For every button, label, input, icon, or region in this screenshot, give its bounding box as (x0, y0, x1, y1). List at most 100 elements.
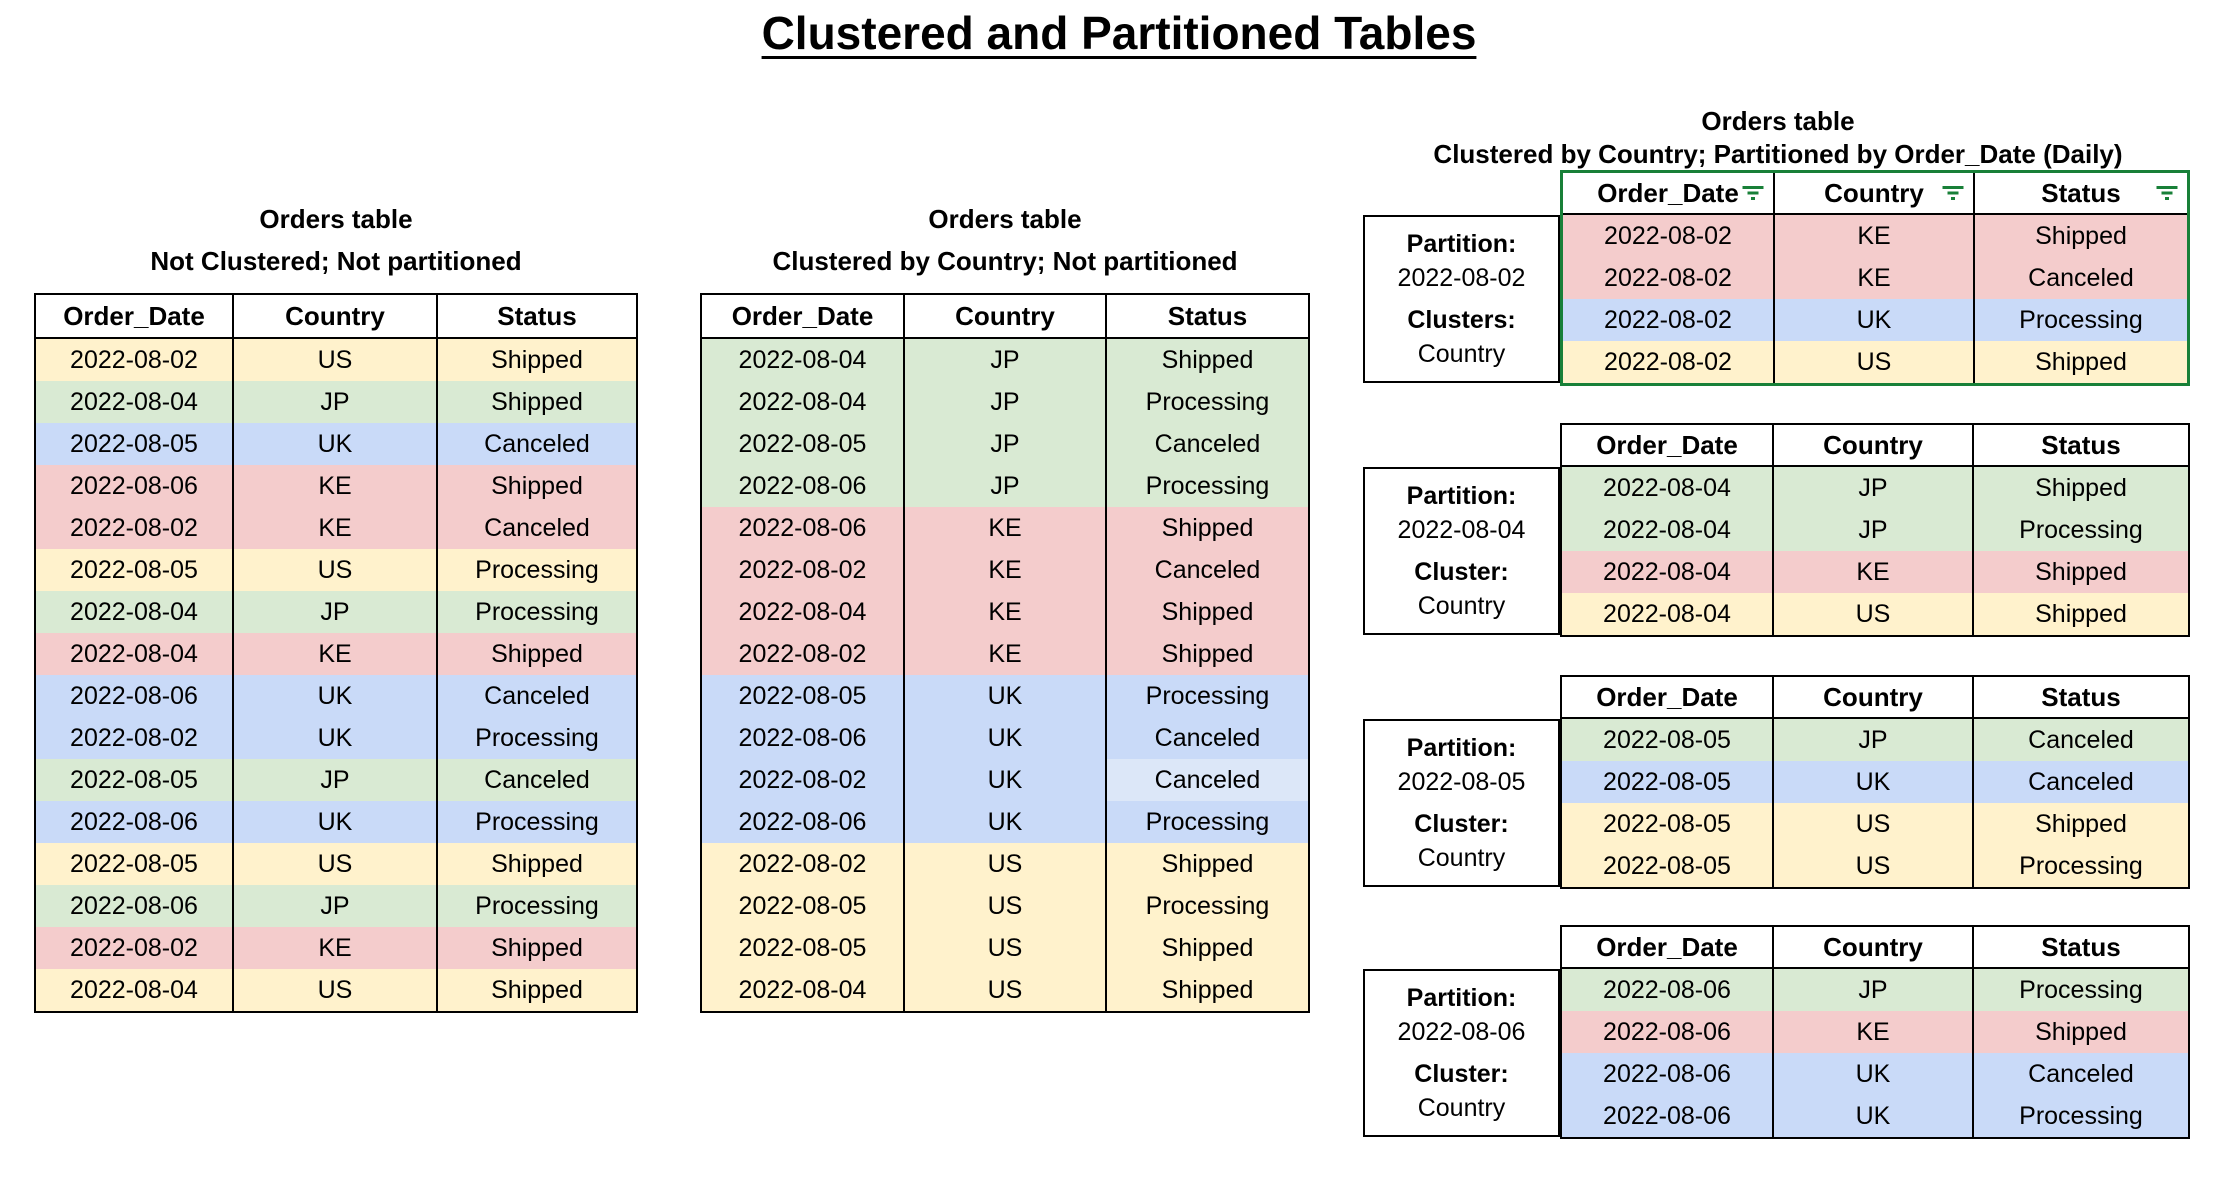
order-date-cell: 2022-08-06 (36, 675, 234, 717)
country-cell: UK (905, 717, 1107, 759)
status-cell: Canceled (438, 759, 636, 801)
order-date-cell: 2022-08-04 (36, 633, 234, 675)
order-date-cell: 2022-08-04 (1562, 467, 1774, 509)
status-cell: Shipped (1107, 927, 1308, 969)
country-cell: US (905, 885, 1107, 927)
order-date-cell: 2022-08-02 (1563, 215, 1775, 257)
status-cell: Shipped (438, 465, 636, 507)
status-cell: Canceled (1974, 761, 2188, 803)
col-header-order-date: Order_Date (36, 295, 234, 337)
middle-table-title: Orders table (928, 204, 1082, 234)
order-date-cell: 2022-08-06 (1562, 1011, 1774, 1053)
page-title: Clustered and Partitioned Tables (761, 7, 1477, 59)
status-cell: Shipped (438, 927, 636, 969)
country-cell: JP (234, 591, 438, 633)
col-header-order-date: Order_Date (702, 295, 905, 337)
country-cell: US (1774, 845, 1974, 887)
right-section-subtitle: Clustered by Country; Partitioned by Ord… (1433, 139, 2123, 169)
cluster-value: Country (1417, 1094, 1506, 1122)
cluster-label-group: Clusters: Country (1365, 303, 1558, 371)
status-cell: Canceled (1974, 1053, 2188, 1095)
status-cell: Canceled (1974, 719, 2188, 761)
partition-label-group: Partition: 2022-08-06 (1365, 981, 1558, 1049)
order-date-cell: 2022-08-04 (702, 591, 905, 633)
order-date-cell: 2022-08-05 (36, 843, 234, 885)
order-date-cell: 2022-08-04 (36, 969, 234, 1011)
status-cell: Canceled (438, 507, 636, 549)
order-date-cell: 2022-08-02 (36, 339, 234, 381)
partition-label-box-2022-08-05: Partition: 2022-08-05 Cluster: Country (1363, 719, 1560, 887)
col-header-country: Country (1774, 927, 1974, 967)
status-cell: Canceled (1107, 759, 1308, 801)
status-cell: Processing (438, 549, 636, 591)
order-date-cell: 2022-08-02 (36, 507, 234, 549)
country-cell: JP (905, 465, 1107, 507)
header-row: Order_Date Country Status (702, 295, 1308, 339)
order-date-cell: 2022-08-05 (1562, 803, 1774, 845)
status-cell: Shipped (1974, 467, 2188, 509)
partition-label: Partition: (1406, 230, 1517, 258)
cluster-label: Cluster: (1414, 558, 1509, 586)
status-cell: Shipped (1107, 507, 1308, 549)
order-date-cell: 2022-08-05 (1562, 761, 1774, 803)
cluster-label-group: Cluster: Country (1365, 555, 1558, 623)
cluster-value: Country (1417, 844, 1506, 872)
country-cell: KE (905, 591, 1107, 633)
left-table-subtitle: Not Clustered; Not partitioned (150, 246, 522, 276)
col-header-label: Country (1824, 177, 1924, 208)
country-cell: KE (1774, 551, 1974, 593)
country-cell: US (234, 843, 438, 885)
partition-label-box-2022-08-04: Partition: 2022-08-04 Cluster: Country (1363, 467, 1560, 635)
order-date-cell: 2022-08-06 (702, 465, 905, 507)
order-date-cell: 2022-08-06 (36, 801, 234, 843)
country-cell: UK (234, 801, 438, 843)
country-cell: JP (1774, 509, 1974, 551)
col-header-status: Status (1167, 300, 1248, 331)
country-cell: KE (1775, 257, 1975, 299)
country-cell: UK (905, 759, 1107, 801)
status-cell: Shipped (1975, 341, 2187, 383)
order-date-cell: 2022-08-02 (702, 633, 905, 675)
status-cell: Canceled (438, 423, 636, 465)
order-date-cell: 2022-08-06 (702, 507, 905, 549)
order-date-cell: 2022-08-05 (36, 423, 234, 465)
right-section-title: Orders table (1701, 106, 1855, 136)
header-row: Order_Date Country Status (1563, 173, 2187, 215)
status-cell: Processing (1974, 509, 2188, 551)
order-date-cell: 2022-08-06 (702, 717, 905, 759)
country-cell: UK (234, 423, 438, 465)
col-header-country: Country (1774, 425, 1974, 465)
status-cell: Processing (1107, 381, 1308, 423)
col-header-country: Country (1775, 173, 1975, 213)
left-table-body: 2022-08-02 US Shipped 2022-08-04 JP Shipped 20… (36, 339, 636, 1011)
country-cell: JP (1774, 719, 1974, 761)
status-cell: Shipped (438, 339, 636, 381)
order-date-cell: 2022-08-06 (1562, 1053, 1774, 1095)
partition-value: 2022-08-05 (1397, 768, 1526, 796)
status-cell: Shipped (438, 381, 636, 423)
country-cell: KE (234, 507, 438, 549)
middle-table-block: Orders table Clustered by Country; Not p… (700, 203, 1310, 1013)
country-cell: KE (234, 465, 438, 507)
partition-label-box-2022-08-02: Partition: 2022-08-02 Clusters: Country (1363, 215, 1560, 383)
order-date-cell: 2022-08-04 (702, 969, 905, 1011)
country-cell: JP (234, 885, 438, 927)
status-cell: Processing (1974, 1095, 2188, 1137)
header-row: Order_Date Country Status (1562, 927, 2188, 969)
country-cell: US (1774, 803, 1974, 845)
status-cell: Shipped (1975, 215, 2187, 257)
country-cell: KE (905, 549, 1107, 591)
status-cell: Shipped (1107, 969, 1308, 1011)
country-cell: UK (1775, 299, 1975, 341)
status-cell: Shipped (1974, 551, 2188, 593)
order-date-cell: 2022-08-04 (702, 381, 905, 423)
order-date-cell: 2022-08-04 (702, 339, 905, 381)
country-cell: US (905, 843, 1107, 885)
middle-table-subtitle: Clustered by Country; Not partitioned (772, 246, 1238, 276)
partition-table-2022-08-06: Order_Date Country Status 2022-08-06 JP Pr… (1560, 925, 2190, 1139)
cluster-value: Country (1417, 592, 1506, 620)
left-table-title: Orders table (259, 204, 413, 234)
order-date-cell: 2022-08-05 (1562, 845, 1774, 887)
partition-table-body: 2022-08-02 KE Shipped 2022-08-02 KE Canceled 2… (1563, 215, 2187, 383)
